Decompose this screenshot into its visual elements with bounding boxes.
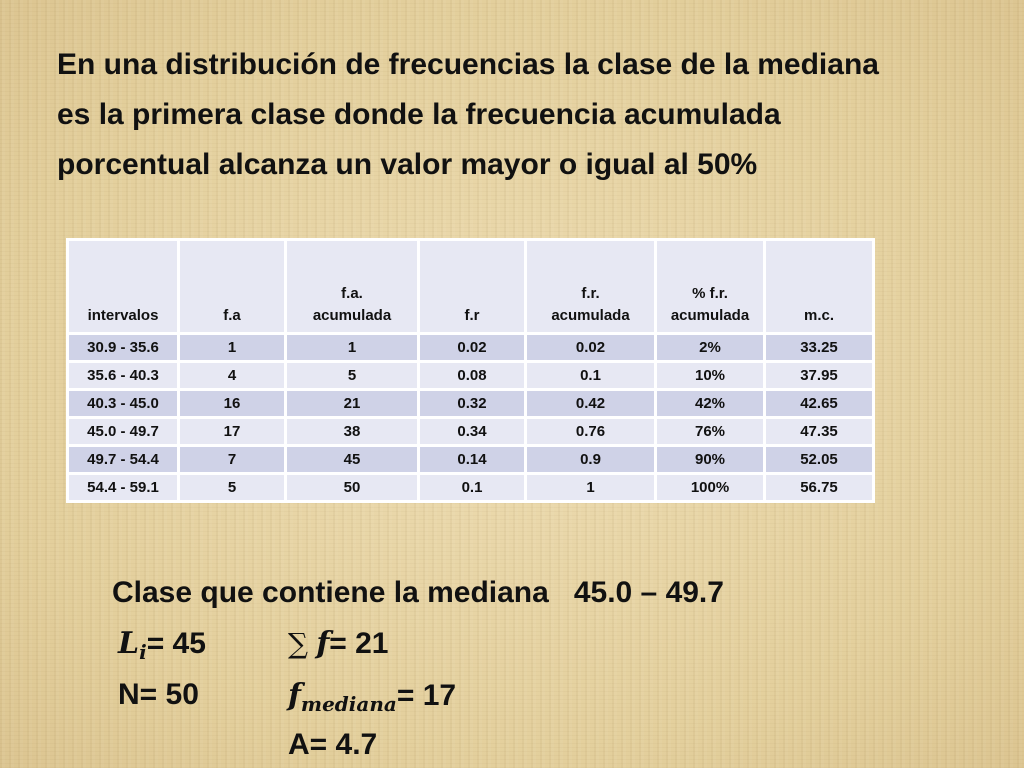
column-header: f.a	[177, 238, 287, 335]
table-row: 30.9 - 35.6 1 1 0.02 0.02 2% 33.25	[66, 332, 875, 363]
slide-heading: En una distribución de frecuencias la cl…	[57, 48, 879, 181]
f-mediana-subscript: mediana	[300, 692, 397, 716]
table-cell: 4	[177, 360, 287, 391]
table-cell: 37.95	[763, 360, 875, 391]
table-cell: 54.4 - 59.1	[66, 472, 180, 503]
table-cell: 76%	[654, 416, 766, 447]
sum-f-symbol: f	[316, 626, 330, 661]
f-mediana-formula: fmediana= 17	[288, 678, 456, 716]
table-cell: 21	[284, 388, 420, 419]
table-row: 40.3 - 45.0 16 21 0.32 0.42 42% 42.65	[66, 388, 875, 419]
table-cell: 38	[284, 416, 420, 447]
table-cell: 5	[284, 360, 420, 391]
table-row: 54.4 - 59.1 5 50 0.1 1 100% 56.75	[66, 472, 875, 503]
table-row: 35.6 - 40.3 4 5 0.08 0.1 10% 37.95	[66, 360, 875, 391]
table-cell: 0.9	[524, 444, 657, 475]
table-cell: 0.14	[417, 444, 527, 475]
table-cell: 1	[177, 332, 287, 363]
sum-f-value: = 21	[329, 627, 389, 660]
li-value: = 45	[146, 627, 206, 660]
table-cell: 16	[177, 388, 287, 419]
column-header: m.c.	[763, 238, 875, 335]
table-cell: 50	[284, 472, 420, 503]
table-cell: 17	[177, 416, 287, 447]
li-subscript: i	[139, 640, 147, 664]
table-cell: 40.3 - 45.0	[66, 388, 180, 419]
n-formula: N= 50	[118, 678, 199, 711]
li-formula: Li= 45	[118, 626, 206, 664]
table-cell: 2%	[654, 332, 766, 363]
median-class-line: Clase que contiene la mediana 45.0 – 49.…	[112, 576, 724, 609]
column-header: f.a. acumulada	[284, 238, 420, 335]
sum-f-formula: ∑ f= 21	[288, 626, 388, 661]
table-cell: 35.6 - 40.3	[66, 360, 180, 391]
table-cell: 90%	[654, 444, 766, 475]
a-formula: A= 4.7	[288, 728, 378, 761]
table-cell: 1	[284, 332, 420, 363]
table-cell: 0.34	[417, 416, 527, 447]
table-cell: 42%	[654, 388, 766, 419]
frequency-table: intervalos f.a f.a. acumulada f.r f.r. acumu…	[66, 238, 875, 503]
table-cell: 100%	[654, 472, 766, 503]
table-header-row: intervalos f.a f.a. acumulada f.r f.r. acumu…	[66, 238, 875, 335]
table-row: 45.0 - 49.7 17 38 0.34 0.76 76% 47.35	[66, 416, 875, 447]
table-cell: 56.75	[763, 472, 875, 503]
table-cell: 1	[524, 472, 657, 503]
column-header: intervalos	[66, 238, 180, 335]
table-cell: 7	[177, 444, 287, 475]
table-cell: 0.32	[417, 388, 527, 419]
table-cell: 45	[284, 444, 420, 475]
f-mediana-symbol: f	[288, 678, 301, 713]
table-cell: 30.9 - 35.6	[66, 332, 180, 363]
table-cell: 0.1	[524, 360, 657, 391]
table-cell: 49.7 - 54.4	[66, 444, 180, 475]
column-header: % f.r. acumulada	[654, 238, 766, 335]
table-cell: 33.25	[763, 332, 875, 363]
table-cell: 0.08	[417, 360, 527, 391]
table-cell: 47.35	[763, 416, 875, 447]
table-cell: 0.02	[524, 332, 657, 363]
sigma-icon: ∑	[288, 627, 308, 660]
table-cell: 0.02	[417, 332, 527, 363]
column-header: f.r. acumulada	[524, 238, 657, 335]
column-header: f.r	[417, 238, 527, 335]
table-row: 49.7 - 54.4 7 45 0.14 0.9 90% 52.05	[66, 444, 875, 475]
table-cell: 52.05	[763, 444, 875, 475]
table-cell: 45.0 - 49.7	[66, 416, 180, 447]
table-cell: 0.1	[417, 472, 527, 503]
table-cell: 5	[177, 472, 287, 503]
table-cell: 42.65	[763, 388, 875, 419]
f-mediana-value: = 17	[396, 679, 457, 712]
table-cell: 0.42	[524, 388, 657, 419]
table-cell: 10%	[654, 360, 766, 391]
table-cell: 0.76	[524, 416, 657, 447]
li-symbol: L	[118, 626, 140, 661]
